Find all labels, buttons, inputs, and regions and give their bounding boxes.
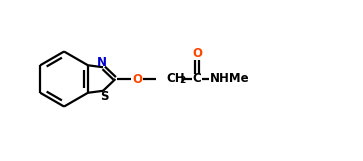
Text: N: N [97, 56, 107, 69]
Text: 2: 2 [179, 76, 185, 85]
Text: C: C [193, 71, 201, 85]
Text: NHMe: NHMe [210, 71, 249, 85]
Text: O: O [192, 47, 202, 60]
Text: S: S [100, 90, 108, 103]
Text: CH: CH [167, 71, 185, 85]
Text: O: O [132, 72, 142, 85]
